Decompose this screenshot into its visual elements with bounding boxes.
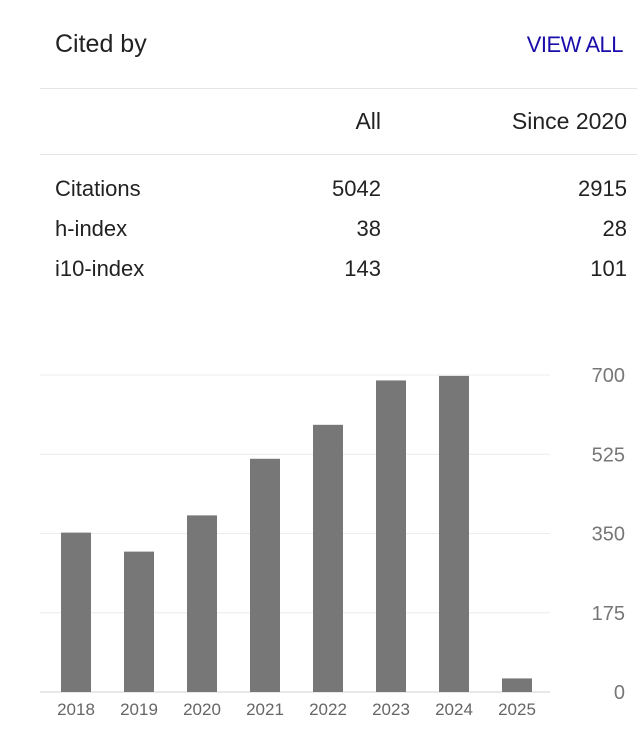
bar-2024[interactable] <box>439 375 469 692</box>
table-row-citations: Citations 5042 2915 <box>0 176 637 208</box>
x-tick-label-2025[interactable]: 2025 <box>498 700 536 719</box>
x-tick-label-2022[interactable]: 2022 <box>309 700 347 719</box>
x-tick-label-2023[interactable]: 2023 <box>372 700 410 719</box>
row-value-all: 5042 <box>332 176 381 201</box>
row-value-all: 38 <box>356 216 381 241</box>
header-divider <box>40 88 637 89</box>
row-label: Citations <box>55 176 141 201</box>
citations-bar-chart: 700 525 350 175 0 2018 2019 2020 2021 2022 2023 202… <box>40 365 625 719</box>
row-value-all: 143 <box>344 256 381 281</box>
table-row-i10-index: i10-index 143 101 <box>0 256 637 288</box>
bar-2021[interactable] <box>250 458 280 692</box>
bar-2022[interactable] <box>313 424 343 692</box>
table-row-h-index: h-index 38 28 <box>0 216 637 248</box>
x-tick-label-2021[interactable]: 2021 <box>246 700 284 719</box>
y-tick-label: 350 <box>592 524 625 546</box>
x-tick-label-2019[interactable]: 2019 <box>120 700 158 719</box>
bar-2020[interactable] <box>187 515 217 692</box>
x-tick-label-2020[interactable]: 2020 <box>183 700 221 719</box>
y-tick-label: 0 <box>614 682 625 704</box>
row-label: i10-index <box>55 256 145 281</box>
row-value-since: 28 <box>602 216 627 241</box>
row-label: h-index <box>55 216 128 241</box>
x-tick-label-2018[interactable]: 2018 <box>57 700 95 719</box>
cited-by-title: Cited by <box>55 30 147 58</box>
bar-2018[interactable] <box>61 532 91 692</box>
column-header-all: All <box>355 108 381 134</box>
y-tick-label: 525 <box>592 444 625 466</box>
x-tick-label-2024[interactable]: 2024 <box>435 700 473 719</box>
row-value-since: 2915 <box>578 176 627 201</box>
bar-2019[interactable] <box>124 551 154 692</box>
column-header-since: Since 2020 <box>511 108 627 134</box>
table-header-divider <box>40 154 637 155</box>
row-value-since: 101 <box>590 256 627 281</box>
y-tick-label: 700 <box>592 365 625 387</box>
view-all-link[interactable]: VIEW ALL <box>526 32 624 57</box>
bar-2025[interactable] <box>502 678 532 692</box>
y-tick-label: 175 <box>592 603 625 625</box>
bar-2023[interactable] <box>376 380 406 692</box>
